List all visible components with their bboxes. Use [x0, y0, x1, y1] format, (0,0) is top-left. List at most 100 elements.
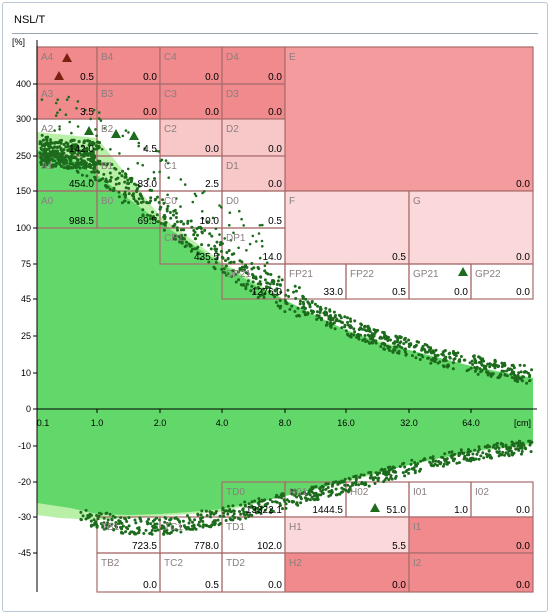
- data-point: [261, 245, 264, 248]
- data-point: [97, 514, 101, 518]
- data-point: [76, 125, 80, 128]
- outlier-triangle: [84, 126, 94, 135]
- data-point: [241, 268, 245, 272]
- outlier-triangle: [370, 503, 380, 512]
- data-point: [509, 449, 513, 453]
- data-point: [296, 503, 300, 507]
- cell-label-a0: A0: [41, 196, 54, 207]
- data-point: [229, 239, 233, 242]
- cell-label-td0: TD0: [226, 487, 245, 498]
- data-point: [369, 334, 373, 338]
- data-point: [51, 149, 55, 153]
- label-layer: A4 0.5 B4 0.0 C4 0.0 D4 0.0 A3 3.5 B3 0.0 C3 0.0 D3 0.0…: [12, 37, 531, 591]
- data-point: [216, 518, 220, 522]
- data-point: [81, 514, 85, 518]
- data-point: [126, 178, 130, 182]
- data-point: [99, 119, 103, 122]
- data-point: [293, 310, 297, 313]
- data-point: [86, 139, 90, 143]
- data-point: [339, 320, 343, 324]
- data-point: [95, 524, 99, 528]
- data-point: [91, 150, 95, 154]
- data-point: [347, 490, 350, 494]
- data-point: [238, 517, 242, 521]
- data-point: [368, 330, 372, 333]
- data-point: [369, 337, 373, 341]
- data-point: [269, 508, 273, 511]
- data-point: [172, 213, 175, 217]
- data-point: [248, 505, 252, 509]
- data-point: [148, 532, 152, 535]
- data-point: [137, 528, 141, 532]
- data-point: [191, 527, 195, 531]
- data-point: [256, 282, 260, 286]
- y-tick-label: 100: [16, 223, 31, 233]
- data-point: [141, 208, 145, 212]
- data-point: [459, 448, 463, 452]
- data-point: [354, 476, 358, 480]
- data-point: [463, 455, 467, 459]
- data-point: [179, 205, 182, 208]
- data-point: [126, 527, 130, 531]
- cell-label-c3: C3: [164, 89, 177, 100]
- data-point: [110, 522, 114, 526]
- data-point: [231, 504, 235, 508]
- data-point: [199, 227, 203, 230]
- data-point: [103, 127, 106, 130]
- data-point: [158, 207, 162, 211]
- data-point: [383, 336, 387, 340]
- data-point: [178, 240, 182, 244]
- data-point: [393, 345, 397, 349]
- data-point: [170, 527, 174, 530]
- data-point: [208, 232, 212, 236]
- data-point: [288, 307, 292, 311]
- data-point: [200, 210, 204, 213]
- cell-value-e: 0.0: [516, 179, 530, 190]
- data-point: [110, 163, 114, 166]
- data-point: [355, 335, 359, 339]
- data-point: [446, 365, 449, 369]
- data-point: [291, 500, 294, 504]
- data-point: [420, 346, 424, 350]
- data-point: [133, 182, 136, 186]
- data-point: [175, 197, 178, 200]
- data-point: [279, 304, 283, 308]
- data-point: [176, 228, 179, 232]
- data-point: [423, 348, 427, 352]
- data-point: [144, 528, 148, 532]
- data-point: [143, 147, 146, 150]
- data-point: [94, 520, 98, 524]
- data-point: [283, 310, 287, 314]
- data-point: [62, 143, 66, 146]
- data-point: [141, 197, 144, 201]
- data-point: [340, 490, 344, 494]
- data-point: [157, 150, 161, 153]
- data-point: [469, 366, 473, 370]
- data-point: [165, 209, 169, 213]
- outlier-triangle: [54, 71, 64, 80]
- data-point: [214, 519, 218, 523]
- data-point: [369, 470, 373, 474]
- data-point: [107, 524, 111, 528]
- data-point: [173, 222, 177, 226]
- cell-i1: [408, 516, 534, 554]
- data-point: [203, 190, 206, 193]
- data-point: [263, 508, 267, 512]
- data-point: [135, 188, 139, 192]
- data-point: [79, 518, 83, 522]
- data-point: [404, 347, 407, 351]
- cell-label-b3: B3: [101, 89, 114, 100]
- data-point: [503, 373, 507, 377]
- data-point: [154, 217, 157, 221]
- data-point: [316, 304, 320, 308]
- data-point: [175, 226, 179, 230]
- data-point: [55, 145, 59, 149]
- data-point: [244, 285, 248, 289]
- data-point: [199, 257, 203, 261]
- data-point: [343, 315, 347, 319]
- data-point: [500, 365, 504, 369]
- data-point: [501, 450, 505, 454]
- data-point: [517, 371, 521, 375]
- data-point: [516, 377, 519, 381]
- data-point: [293, 284, 297, 288]
